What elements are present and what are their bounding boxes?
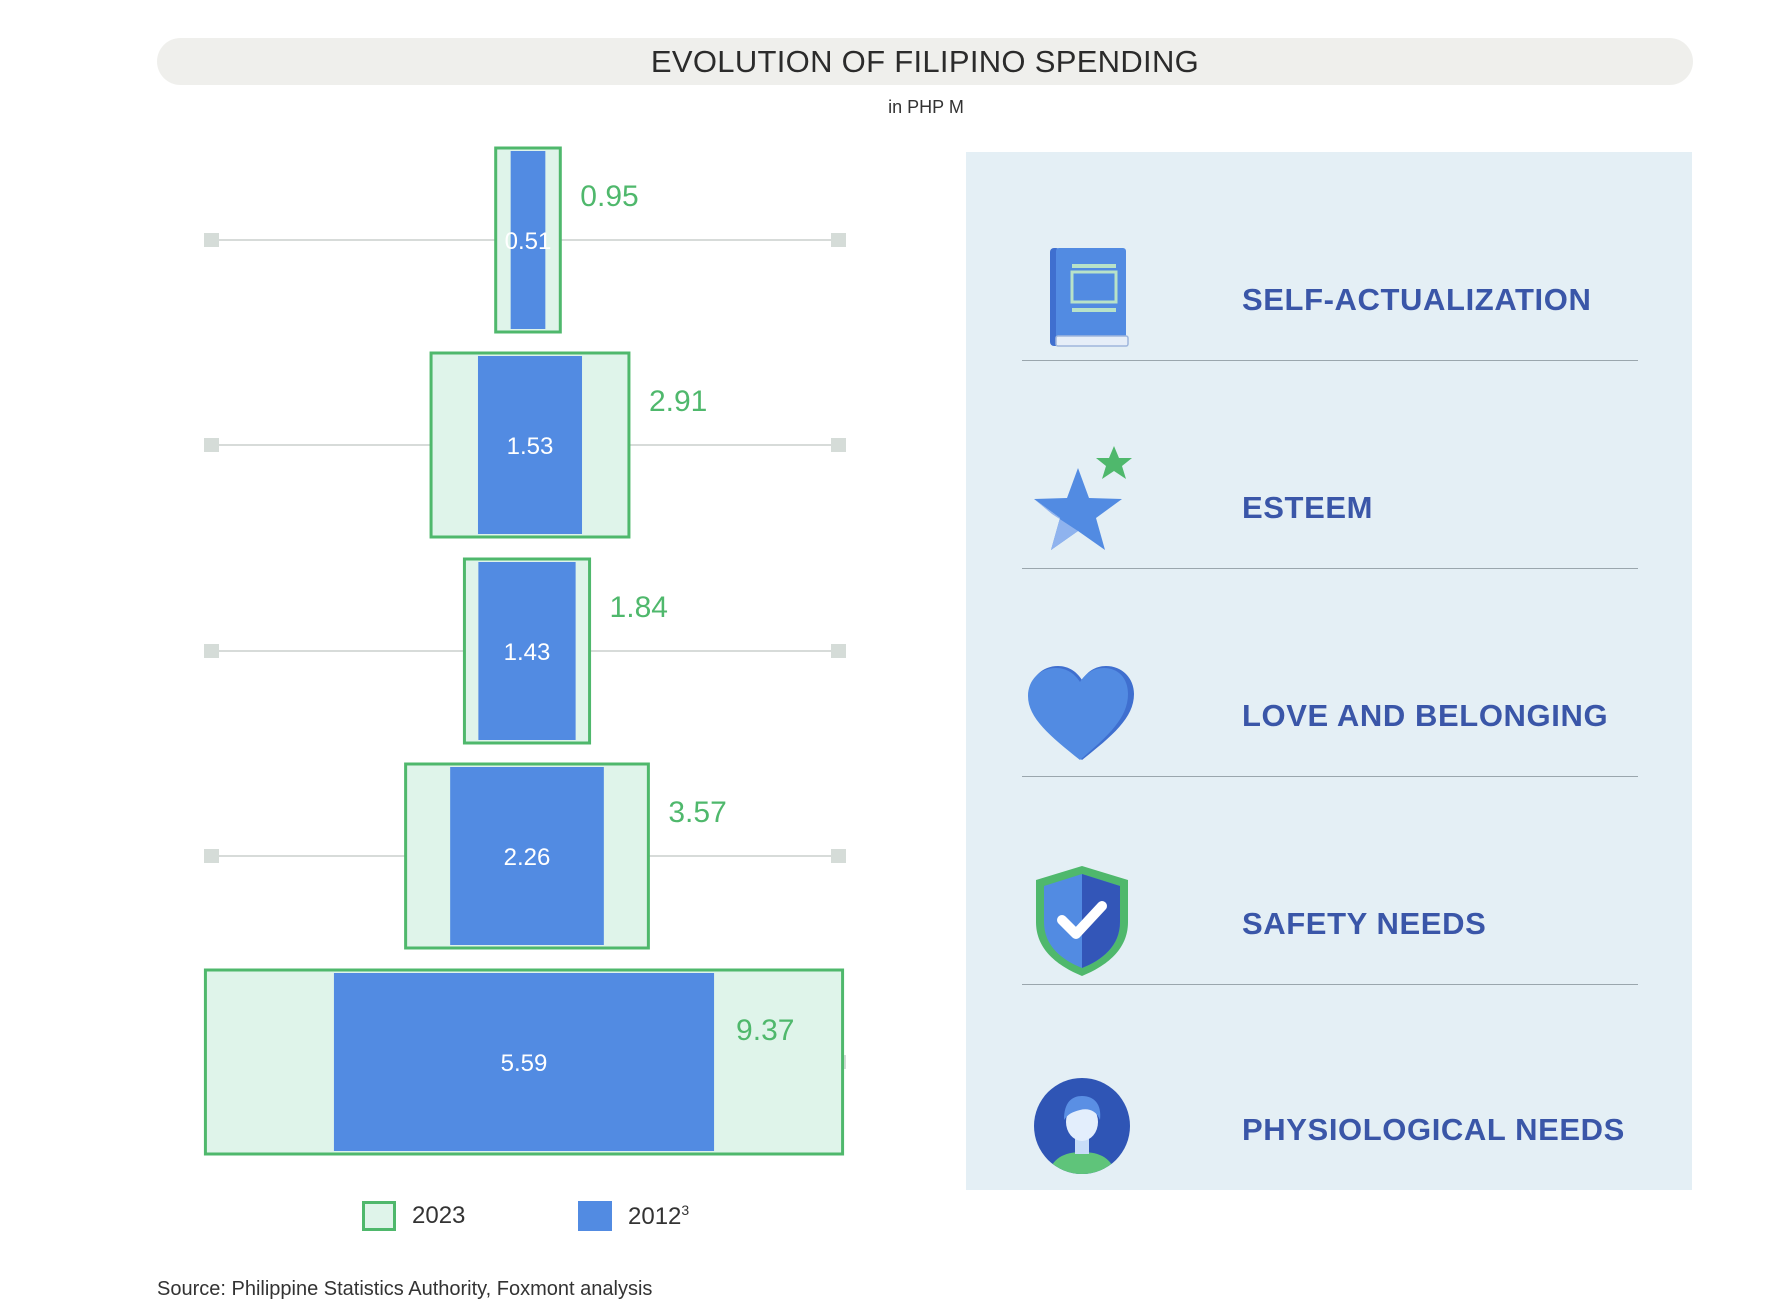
source-note: Source: Philippine Statistics Authority,… — [157, 1278, 653, 1300]
level-label: LOVE AND BELONGING — [1242, 698, 1609, 733]
level-label: SELF-ACTUALIZATION — [1242, 282, 1592, 317]
legend-swatch-2023 — [362, 1201, 396, 1231]
axis-marker-left — [204, 438, 219, 452]
level-label: PHYSIOLOGICAL NEEDS — [1242, 1112, 1625, 1147]
level-physiological-needs: PHYSIOLOGICAL NEEDS — [1022, 1026, 1638, 1234]
value-label-2012: 0.51 — [505, 228, 552, 255]
legend-footnote: 3 — [681, 1201, 690, 1218]
needs-panel: SELF-ACTUALIZATION ESTEEM LOVE AND BELON… — [966, 152, 1692, 1190]
value-label-2023: 2.91 — [649, 385, 707, 418]
legend-item-2023: 2023 — [362, 1198, 465, 1234]
level-label: ESTEEM — [1242, 490, 1374, 525]
book-icon — [1050, 248, 1129, 347]
axis-marker-right — [831, 849, 846, 863]
title-bar: EVOLUTION OF FILIPINO SPENDING — [157, 38, 1693, 85]
value-label-2023: 9.37 — [736, 1014, 794, 1047]
heart-icon — [1028, 666, 1134, 760]
value-label-2023: 0.95 — [580, 180, 638, 213]
legend-item-2012: 20123 — [578, 1198, 689, 1234]
star-icon — [1034, 446, 1132, 550]
chart-subtitle: in PHP M — [888, 97, 964, 117]
shield-check-icon — [1036, 866, 1128, 976]
level-love-and-belonging: LOVE AND BELONGING — [1022, 612, 1638, 820]
level-label: SAFETY NEEDS — [1242, 906, 1487, 941]
level-safety-needs: SAFETY NEEDS — [1022, 820, 1638, 1028]
value-label-2012: 5.59 — [501, 1050, 548, 1077]
spending-chart: 0.51 0.95 1.53 2.91 1.43 1.84 2.26 3.57 5.59 9.37 — [203, 146, 846, 1156]
divider — [1022, 360, 1638, 361]
axis-marker-right — [831, 233, 846, 247]
level-esteem: ESTEEM — [1022, 404, 1638, 612]
value-label-2012: 2.26 — [504, 844, 551, 871]
axis-marker-right — [831, 438, 846, 452]
value-label-2012: 1.53 — [507, 433, 554, 460]
axis-marker-left — [204, 644, 219, 658]
bar-2012 — [510, 151, 546, 329]
divider — [1022, 776, 1638, 777]
divider — [1022, 568, 1638, 569]
legend-swatch-2012 — [578, 1201, 612, 1231]
chart-title: EVOLUTION OF FILIPINO SPENDING — [650, 43, 1200, 79]
axis-marker-left — [204, 849, 219, 863]
value-label-2023: 3.57 — [668, 796, 726, 829]
legend-label-2012-text: 2012 — [628, 1202, 682, 1230]
value-label-2023: 1.84 — [610, 591, 668, 624]
bar-2012 — [477, 356, 583, 534]
axis-marker-left — [204, 233, 219, 247]
level-self-actualization: SELF-ACTUALIZATION — [1022, 196, 1638, 404]
legend-label-2012: 20123 — [628, 1202, 689, 1231]
axis-marker-right — [831, 644, 846, 658]
bar-2012 — [478, 562, 576, 740]
legend-label-2023: 2023 — [412, 1202, 466, 1229]
value-label-2012: 1.43 — [504, 639, 551, 666]
bar-2012 — [333, 973, 715, 1151]
person-icon — [1034, 1078, 1130, 1174]
bar-2012 — [450, 767, 604, 945]
divider — [1022, 984, 1638, 985]
